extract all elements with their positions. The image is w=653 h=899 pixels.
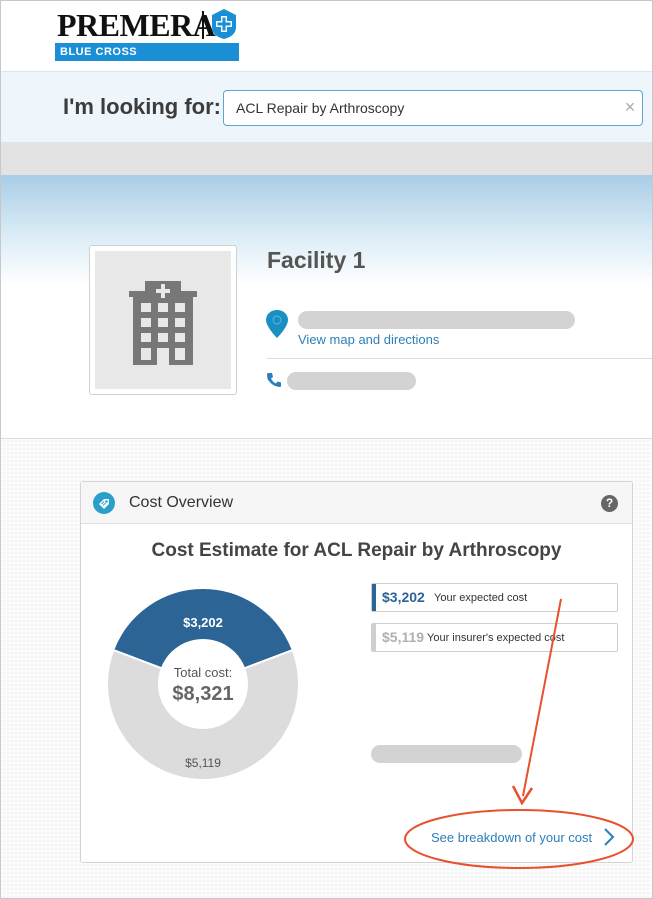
search-band: I'm looking for: × [1,71,652,143]
hospital-building-icon [129,281,197,365]
placeholder-bar [371,745,522,763]
legend-value-insurer-cost: $5,119 [382,629,425,645]
legend-insurer-cost: $5,119 Your insurer's expected cost [371,623,618,652]
blue-cross-shield-icon [212,9,236,39]
address-placeholder [298,311,575,329]
legend-value-your-cost: $3,202 [382,589,425,605]
card-header: Cost Overview ? [81,482,632,524]
facility-divider [267,358,652,359]
separator-strip [1,143,652,175]
slice-label-your-cost: $3,202 [183,615,223,630]
cost-donut-chart: $3,202 $5,119 Total cost: $8,321 [106,587,300,781]
site-header: PREMERA BLUE CROSS [1,1,652,71]
legend-accent-insurer-cost [372,624,376,651]
search-input[interactable] [223,90,643,126]
see-breakdown-link[interactable]: See breakdown of your cost [431,830,593,845]
cost-overview-card: Cost Overview ? Cost Estimate for ACL Re… [80,481,633,863]
legend-your-cost: $3,202 Your expected cost [371,583,618,612]
logo-tagline-bar: BLUE CROSS [55,43,239,61]
search-label: I'm looking for: [63,94,221,119]
facility-name: Facility 1 [267,247,366,273]
phone-icon [267,373,281,387]
map-pin-icon [266,310,288,338]
chevron-right-icon[interactable] [603,827,615,847]
facility-image [89,245,237,395]
logo-divider [202,11,204,39]
phone-placeholder [287,372,416,390]
view-map-link[interactable]: View map and directions [298,332,440,347]
premera-logo-wordmark[interactable]: PREMERA [57,7,216,43]
help-icon[interactable]: ? [601,495,618,512]
legend-label-insurer-cost: Your insurer's expected cost [427,632,565,644]
donut-hole [158,639,248,729]
facility-section: Facility 1 View map and directions [1,175,652,439]
total-cost-value: $8,321 [172,683,233,705]
estimate-title: Cost Estimate for ACL Repair by Arthrosc… [151,540,562,561]
card-title: Cost Overview [129,494,234,511]
clear-search-icon[interactable]: × [624,97,636,117]
slice-your-cost [111,587,295,686]
legend-label-your-cost: Your expected cost [434,592,528,604]
legend-accent-your-cost [372,584,376,611]
total-cost-label: Total cost: [174,665,233,680]
slice-label-insurer-cost: $5,119 [185,756,221,770]
price-tag-icon [93,492,115,514]
